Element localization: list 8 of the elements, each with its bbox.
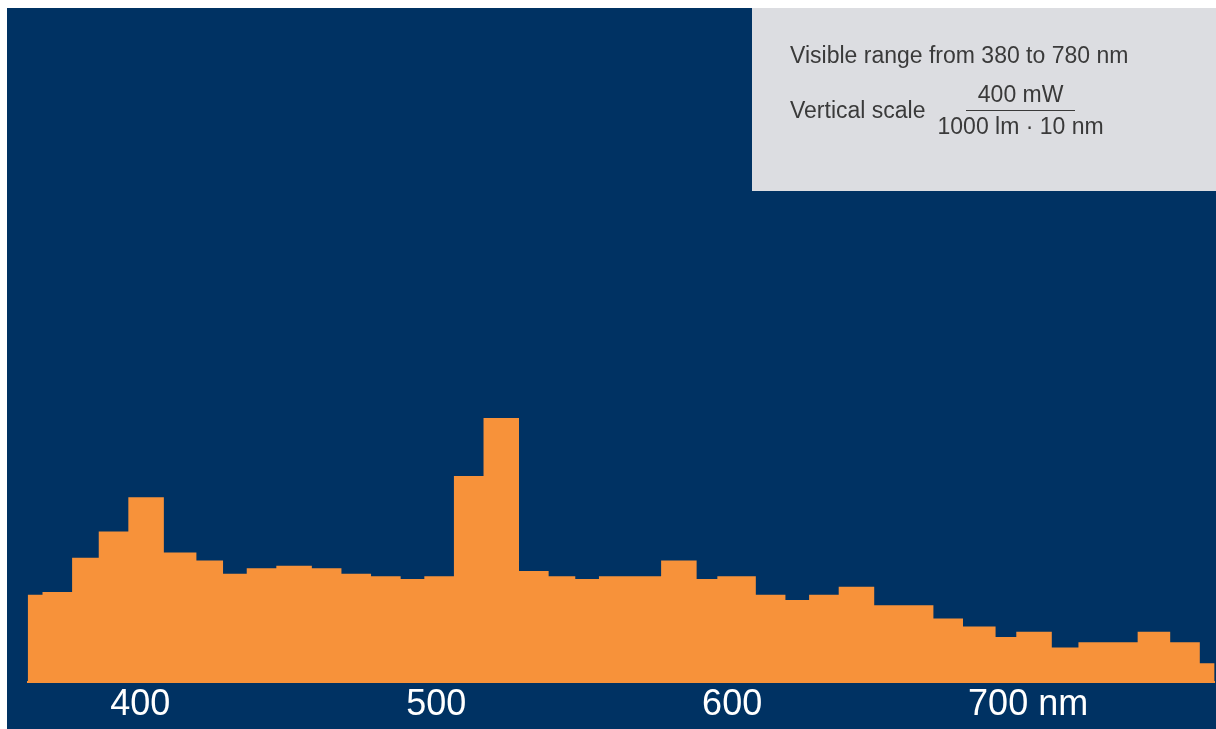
x-tick-label: 700 nm [968,682,1089,724]
text: Visible range from 380 to 780 nm [790,42,1130,69]
text: Vertical scale [790,97,926,124]
text: 400 mW [965,81,1076,111]
text: 1000 lm · 10 nm [937,112,1104,140]
x-tick-label: 500 [406,682,467,724]
x-tick-label: 400 [110,682,171,724]
x-tick-label: 600 [702,682,763,724]
